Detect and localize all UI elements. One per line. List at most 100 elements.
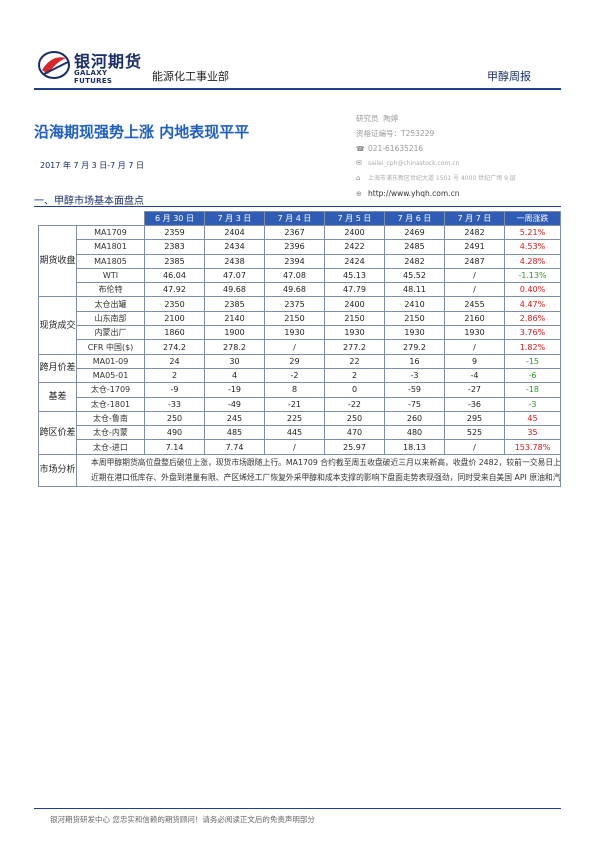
table-cell: 2150 xyxy=(264,310,325,327)
table-cell: 2455 xyxy=(444,296,505,312)
table-cell: 2394 xyxy=(264,253,325,269)
weekly-change-cell: 4.28% xyxy=(504,253,561,269)
weekly-change-cell: 1.82% xyxy=(504,339,561,355)
header-blank xyxy=(76,211,145,226)
row-item-label: 山东南部 xyxy=(76,310,145,327)
table-row: 跨月价差 MA01-09 24 30 29 22 16 9 -15 xyxy=(38,353,561,384)
analyst-email[interactable]: sailei_cph@chinastock.com.cn xyxy=(368,160,460,167)
weekly-change-cell: 3.76% xyxy=(504,325,561,341)
table-cell: 49.68 xyxy=(264,282,325,298)
table-header-row: 6 月 30 日 7 月 3 日 7 月 4 日 7 月 5 日 7 月 6 日… xyxy=(38,211,561,226)
column-header: 7 月 3 日 xyxy=(204,211,265,226)
weekly-change-cell: 4.47% xyxy=(504,296,561,312)
table-cell: 2 xyxy=(144,367,205,384)
analyst-email-row: ✉ sailei_cph@chinastock.com.cn xyxy=(356,156,556,171)
table-cell: 2140 xyxy=(204,310,265,327)
email-icon: ✉ xyxy=(356,159,362,167)
weekly-change-cell: 153.78% xyxy=(504,439,561,455)
table-row: MA1805 2385 2438 2394 2424 2482 2487 4.28% xyxy=(39,253,561,269)
row-item-label: 太仓-1801 xyxy=(76,396,145,412)
table-cell: 277.2 xyxy=(324,339,385,355)
website-link[interactable]: http://www.yhqh.com.cn xyxy=(368,189,460,198)
table-cell: -22 xyxy=(324,396,385,412)
row-group-label: 基差 xyxy=(38,382,77,412)
table-cell: 45.13 xyxy=(324,267,385,284)
table-cell: 30 xyxy=(204,353,265,369)
table-cell: 2485 xyxy=(384,239,445,255)
weekly-change-cell: -3 xyxy=(504,396,561,412)
column-header: 7 月 6 日 xyxy=(384,211,445,226)
row-item-label: MA1709 xyxy=(76,224,145,241)
table-cell: -2 xyxy=(264,367,325,384)
table-cell: 225 xyxy=(264,410,325,427)
table-cell: / xyxy=(264,439,325,455)
address-icon: ⌂ xyxy=(356,174,361,182)
table-cell: 2404 xyxy=(204,224,265,241)
analyst-info: 研究员 陶婷 资格证编号：T253229 ☎ 021-61635216 ✉ sail… xyxy=(356,111,556,201)
table-cell: 1930 xyxy=(264,325,325,341)
row-item-label: MA1805 xyxy=(76,253,145,269)
analysis-text: 本周甲醇期货高位盘整后破位上涨，现货市场跟随上行。MA1709 合约截至周五收盘… xyxy=(76,453,561,487)
table-cell: / xyxy=(444,339,505,355)
row-item-label: 太仓-鲁南 xyxy=(76,410,145,427)
footer-disclaimer: 银河期货研发中心 您忠实和信赖的期货顾问！请务必阅读正文后的免责声明部分 xyxy=(50,815,315,824)
row-item-label: 太仓-进口 xyxy=(76,439,145,455)
analysis-paragraph: 本周甲醇期货高位盘整后破位上涨，现货市场跟随上行。MA1709 合约截至周五收盘… xyxy=(91,457,561,467)
header-blank xyxy=(38,211,77,226)
weekly-change-cell: -18 xyxy=(504,382,561,398)
table-cell: 25.97 xyxy=(324,439,385,455)
column-header-change: 一周涨跌 xyxy=(504,211,561,226)
row-item-label: 太仓-1709 xyxy=(76,382,145,398)
analyst-cert-row: 资格证编号：T253229 xyxy=(356,126,556,141)
analyst-address: 上海市浦东新区世纪大道 1501 号 4000 世纪广场 9 层 xyxy=(368,175,516,182)
table-cell: 47.92 xyxy=(144,282,205,298)
table-cell: 49.68 xyxy=(204,282,265,298)
table-cell: / xyxy=(444,439,505,455)
table-cell: 45.52 xyxy=(384,267,445,284)
table-cell: 7.14 xyxy=(144,439,205,455)
table-cell: 2434 xyxy=(204,239,265,255)
table-cell: 2410 xyxy=(384,296,445,312)
table-cell: 47.08 xyxy=(264,267,325,284)
row-item-label: 太仓-内蒙 xyxy=(76,425,145,441)
section-title: 一、甲醇市场基本面盘点 xyxy=(34,196,144,207)
table-cell: -75 xyxy=(384,396,445,412)
table-cell: 2491 xyxy=(444,239,505,255)
table-cell: 2375 xyxy=(264,296,325,312)
header-divider xyxy=(34,88,561,90)
table-row: 跨区价差 太仓-鲁南 250 245 225 250 260 295 45 xyxy=(38,410,561,455)
table-cell: 2150 xyxy=(324,310,385,327)
table-cell: 279.2 xyxy=(384,339,445,355)
table-row: CFR 中国($) 274.2 278.2/277.2 279.2/1.82% xyxy=(39,339,561,355)
table-cell: 4 xyxy=(204,367,265,384)
table-cell: 470 xyxy=(324,425,385,441)
row-group-label: 期货收盘 xyxy=(38,224,77,298)
report-type: 甲醇周报 xyxy=(487,70,531,83)
table-row: MA05-01 2 4 -2 2 -3 -4 -6 xyxy=(39,367,561,384)
table-row: 布伦特 47.92 49.68 49.68 47.79 48.11/0.40% xyxy=(39,282,561,298)
column-header: 7 月 5 日 xyxy=(324,211,385,226)
row-item-label: MA01-09 xyxy=(76,353,145,369)
table-cell: 260 xyxy=(384,410,445,427)
table-cell: 2150 xyxy=(384,310,445,327)
row-group-label: 跨区价差 xyxy=(38,410,77,455)
table-cell: 47.79 xyxy=(324,282,385,298)
weekly-change-cell: -6 xyxy=(504,367,561,384)
analyst-phone-row: ☎ 021-61635216 xyxy=(356,141,556,156)
table-cell: 1930 xyxy=(324,325,385,341)
table-cell: 525 xyxy=(444,425,505,441)
row-item-label: MA1801 xyxy=(76,239,145,255)
table-cell: 0 xyxy=(324,382,385,398)
table-row: WTI 46.04 47.07 47.08 45.13 45.52/-1.13% xyxy=(39,267,561,284)
phone-icon: ☎ xyxy=(356,145,365,153)
table-cell: 2396 xyxy=(264,239,325,255)
table-cell: 2487 xyxy=(444,253,505,269)
table-row: 基差 太仓-1709 -9 -19 8 0 -59 -27 -18 xyxy=(38,382,561,412)
section-divider xyxy=(34,206,561,207)
row-group-label: 跨月价差 xyxy=(38,353,77,384)
table-cell: -33 xyxy=(144,396,205,412)
row-item-label: MA05-01 xyxy=(76,367,145,384)
report-title: 沿海期现强势上涨 内地表现平平 xyxy=(34,123,250,141)
weekly-change-cell: 45 xyxy=(504,410,561,427)
table-cell: 18.13 xyxy=(384,439,445,455)
